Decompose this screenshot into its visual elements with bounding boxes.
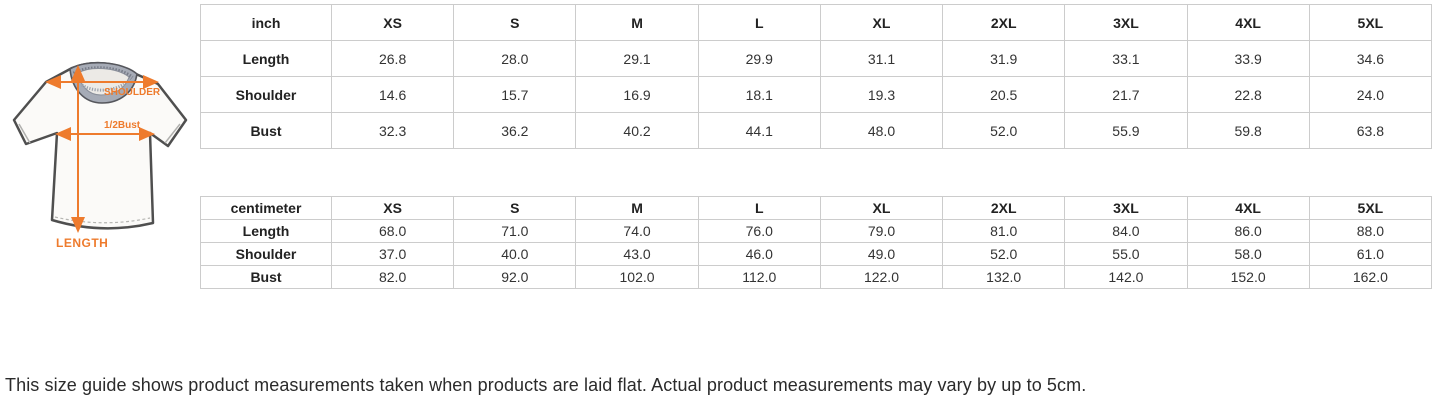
measurement-value-cell: 15.7 bbox=[453, 76, 577, 113]
measurement-value-cell: 21.7 bbox=[1064, 76, 1188, 113]
measurement-value-cell: 28.0 bbox=[453, 40, 577, 77]
measurement-value-cell: 132.0 bbox=[942, 265, 1066, 289]
measurement-value-cell: 55.0 bbox=[1064, 242, 1188, 266]
tshirt-diagram-svg: SHOULDER 1/2Bust LENGTH bbox=[12, 61, 188, 250]
measurement-value-cell: 59.8 bbox=[1186, 112, 1310, 149]
measurement-value-cell: 122.0 bbox=[819, 265, 944, 289]
measurement-value-cell: 52.0 bbox=[942, 242, 1066, 266]
measurement-value-cell: 71.0 bbox=[453, 219, 577, 243]
size-header-cell: XL bbox=[819, 196, 944, 220]
measurement-value-cell: 33.9 bbox=[1186, 40, 1310, 77]
size-header-cell: 3XL bbox=[1064, 196, 1188, 220]
length-label: LENGTH bbox=[56, 236, 108, 250]
measurement-value-cell: 31.9 bbox=[942, 40, 1066, 77]
measurement-value-cell: 33.1 bbox=[1064, 40, 1188, 77]
measurement-label-cell: Length bbox=[200, 40, 332, 77]
measurement-value-cell: 36.2 bbox=[453, 112, 577, 149]
measurement-value-cell: 31.1 bbox=[819, 40, 944, 77]
measurement-row: Shoulder 37.0 40.0 43.0 46.0 49.0 52.0 55.0 58.0… bbox=[200, 242, 1433, 266]
measurement-value-cell: 74.0 bbox=[575, 219, 699, 243]
measurement-value-cell: 92.0 bbox=[453, 265, 577, 289]
half-bust-label: 1/2Bust bbox=[104, 120, 141, 131]
measurement-value-cell: 37.0 bbox=[330, 242, 455, 266]
size-table-inch: inch XS S M L XL 2XL 3XL 4XL 5XL Length 26.8 28.0 29.… bbox=[200, 4, 1433, 149]
measurement-value-cell: 84.0 bbox=[1064, 219, 1188, 243]
measurement-value-cell: 112.0 bbox=[697, 265, 821, 289]
size-header-cell: 2XL bbox=[942, 196, 1066, 220]
size-header-cell: 3XL bbox=[1064, 4, 1188, 41]
size-header-cell: L bbox=[697, 196, 821, 220]
size-header-cell: 2XL bbox=[942, 4, 1066, 41]
shoulder-label: SHOULDER bbox=[104, 87, 161, 98]
measurement-value-cell: 76.0 bbox=[697, 219, 821, 243]
size-header-cell: XS bbox=[330, 4, 455, 41]
measurement-value-cell: 52.0 bbox=[942, 112, 1066, 149]
size-header-cell: S bbox=[453, 196, 577, 220]
measurement-label-cell: Bust bbox=[200, 265, 332, 289]
measurement-value-cell: 46.0 bbox=[697, 242, 821, 266]
measurement-value-cell: 81.0 bbox=[942, 219, 1066, 243]
measurement-value-cell: 20.5 bbox=[942, 76, 1066, 113]
measurement-value-cell: 142.0 bbox=[1064, 265, 1188, 289]
measurement-value-cell: 79.0 bbox=[819, 219, 944, 243]
size-guide-note: This size guide shows product measuremen… bbox=[5, 375, 1087, 395]
measurement-value-cell: 29.1 bbox=[575, 40, 699, 77]
measurement-label-cell: Shoulder bbox=[200, 76, 332, 113]
measurement-value-cell: 29.9 bbox=[697, 40, 821, 77]
measurement-value-cell: 34.6 bbox=[1308, 40, 1433, 77]
tshirt-measurement-diagram: SHOULDER 1/2Bust LENGTH bbox=[6, 58, 196, 254]
size-header-cell: M bbox=[575, 4, 699, 41]
measurement-value-cell: 48.0 bbox=[819, 112, 944, 149]
measurement-value-cell: 55.9 bbox=[1064, 112, 1188, 149]
unit-header-cell: inch bbox=[200, 4, 332, 41]
measurement-value-cell: 16.9 bbox=[575, 76, 699, 113]
measurement-value-cell: 44.1 bbox=[697, 112, 821, 149]
measurement-value-cell: 61.0 bbox=[1308, 242, 1433, 266]
unit-header-cell: centimeter bbox=[200, 196, 332, 220]
size-header-row: centimeter XS S M L XL 2XL 3XL 4XL 5XL bbox=[200, 196, 1433, 220]
size-header-cell: M bbox=[575, 196, 699, 220]
measurement-value-cell: 88.0 bbox=[1308, 219, 1433, 243]
measurement-value-cell: 18.1 bbox=[697, 76, 821, 113]
measurement-row: Length 68.0 71.0 74.0 76.0 79.0 81.0 84.0 86.0 88… bbox=[200, 219, 1433, 243]
measurement-label-cell: Bust bbox=[200, 112, 332, 149]
size-header-cell: 5XL bbox=[1308, 4, 1433, 41]
left-cuff-seam bbox=[18, 123, 31, 144]
measurement-value-cell: 152.0 bbox=[1186, 265, 1310, 289]
measurement-row: Bust 82.0 92.0 102.0 112.0 122.0 132.0 142.0 152… bbox=[200, 265, 1433, 289]
measurement-value-cell: 49.0 bbox=[819, 242, 944, 266]
measurement-value-cell: 63.8 bbox=[1308, 112, 1433, 149]
measurement-value-cell: 24.0 bbox=[1308, 76, 1433, 113]
size-header-row: inch XS S M L XL 2XL 3XL 4XL 5XL bbox=[200, 4, 1433, 41]
measurement-value-cell: 86.0 bbox=[1186, 219, 1310, 243]
measurement-value-cell: 82.0 bbox=[330, 265, 455, 289]
measurement-label-cell: Length bbox=[200, 219, 332, 243]
measurement-value-cell: 162.0 bbox=[1308, 265, 1433, 289]
measurement-row: Length 26.8 28.0 29.1 29.9 31.1 31.9 33.1 33.9 34… bbox=[200, 40, 1433, 77]
size-header-cell: 4XL bbox=[1186, 4, 1310, 41]
right-cuff-seam bbox=[164, 123, 181, 144]
size-table-centimeter: centimeter XS S M L XL 2XL 3XL 4XL 5XL Length 68.0 7… bbox=[200, 196, 1433, 289]
size-header-cell: S bbox=[453, 4, 577, 41]
measurement-value-cell: 22.8 bbox=[1186, 76, 1310, 113]
measurement-value-cell: 32.3 bbox=[330, 112, 455, 149]
measurement-value-cell: 40.2 bbox=[575, 112, 699, 149]
size-header-cell: 4XL bbox=[1186, 196, 1310, 220]
measurement-value-cell: 68.0 bbox=[330, 219, 455, 243]
measurement-value-cell: 102.0 bbox=[575, 265, 699, 289]
measurement-row: Bust 32.3 36.2 40.2 44.1 48.0 52.0 55.9 59.8 63.8 bbox=[200, 112, 1433, 149]
measurement-value-cell: 43.0 bbox=[575, 242, 699, 266]
size-header-cell: XS bbox=[330, 196, 455, 220]
size-header-cell: XL bbox=[819, 4, 944, 41]
measurement-row: Shoulder 14.6 15.7 16.9 18.1 19.3 20.5 21.7 22.8… bbox=[200, 76, 1433, 113]
measurement-value-cell: 19.3 bbox=[819, 76, 944, 113]
size-header-cell: L bbox=[697, 4, 821, 41]
measurement-label-cell: Shoulder bbox=[200, 242, 332, 266]
measurement-value-cell: 40.0 bbox=[453, 242, 577, 266]
measurement-value-cell: 14.6 bbox=[330, 76, 455, 113]
measurement-value-cell: 58.0 bbox=[1186, 242, 1310, 266]
size-header-cell: 5XL bbox=[1308, 196, 1433, 220]
measurement-value-cell: 26.8 bbox=[330, 40, 455, 77]
